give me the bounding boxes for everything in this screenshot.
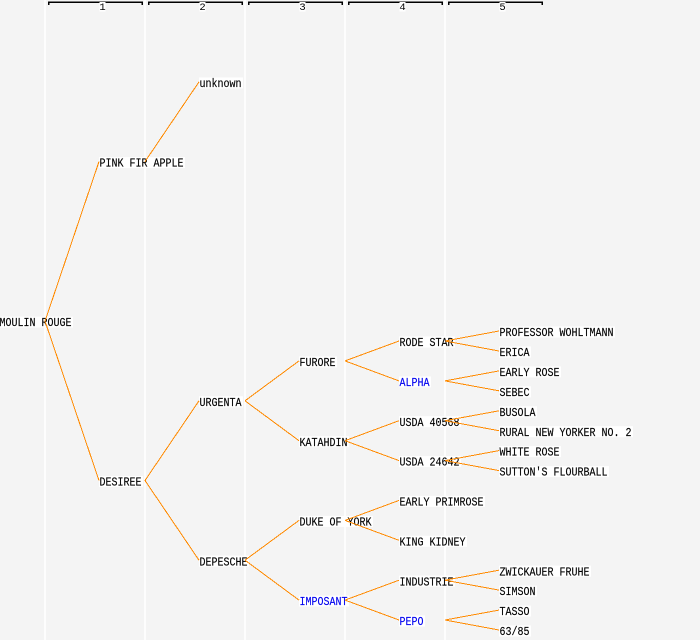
svg-text:DESIREE: DESIREE bbox=[100, 476, 142, 490]
svg-text:USDA 40568: USDA 40568 bbox=[400, 416, 460, 430]
svg-text:63/85: 63/85 bbox=[500, 625, 530, 639]
svg-text:2: 2 bbox=[199, 2, 205, 14]
svg-text:MOULIN ROUGE: MOULIN ROUGE bbox=[0, 316, 72, 330]
svg-text:EARLY PRIMROSE: EARLY PRIMROSE bbox=[400, 496, 484, 510]
svg-text:USDA 24642: USDA 24642 bbox=[400, 456, 460, 470]
svg-text:WHITE ROSE: WHITE ROSE bbox=[500, 446, 560, 460]
svg-text:PROFESSOR WOHLTMANN: PROFESSOR WOHLTMANN bbox=[500, 326, 614, 340]
svg-text:TASSO: TASSO bbox=[500, 605, 530, 619]
svg-text:4: 4 bbox=[399, 2, 405, 14]
svg-text:INDUSTRIE: INDUSTRIE bbox=[400, 575, 454, 589]
svg-text:3: 3 bbox=[299, 2, 305, 14]
svg-text:ZWICKAUER FRUHE: ZWICKAUER FRUHE bbox=[500, 565, 590, 579]
svg-text:5: 5 bbox=[499, 2, 505, 14]
svg-text:SEBEC: SEBEC bbox=[500, 386, 530, 400]
svg-text:unknown: unknown bbox=[200, 77, 242, 91]
svg-text:IMPOSANT: IMPOSANT bbox=[300, 595, 348, 609]
svg-text:KATAHDIN: KATAHDIN bbox=[300, 436, 348, 450]
svg-text:PEPO: PEPO bbox=[400, 615, 424, 629]
svg-text:ALPHA: ALPHA bbox=[400, 376, 431, 390]
svg-text:RURAL NEW YORKER NO. 2: RURAL NEW YORKER NO. 2 bbox=[500, 426, 632, 440]
svg-text:SIMSON: SIMSON bbox=[500, 585, 536, 599]
svg-text:BUSOLA: BUSOLA bbox=[500, 406, 537, 420]
svg-text:SUTTON'S FLOURBALL: SUTTON'S FLOURBALL bbox=[500, 466, 608, 480]
svg-text:DUKE OF YORK: DUKE OF YORK bbox=[300, 516, 373, 530]
svg-text:EARLY ROSE: EARLY ROSE bbox=[500, 366, 560, 380]
svg-text:DEPESCHE: DEPESCHE bbox=[200, 555, 248, 569]
svg-text:1: 1 bbox=[99, 2, 105, 14]
svg-text:URGENTA: URGENTA bbox=[200, 396, 243, 410]
svg-text:PINK FIR APPLE: PINK FIR APPLE bbox=[100, 157, 184, 171]
svg-text:FURORE: FURORE bbox=[300, 356, 336, 370]
svg-text:KING KIDNEY: KING KIDNEY bbox=[400, 535, 466, 549]
svg-text:RODE STAR: RODE STAR bbox=[400, 336, 454, 350]
svg-text:ERICA: ERICA bbox=[500, 346, 531, 360]
